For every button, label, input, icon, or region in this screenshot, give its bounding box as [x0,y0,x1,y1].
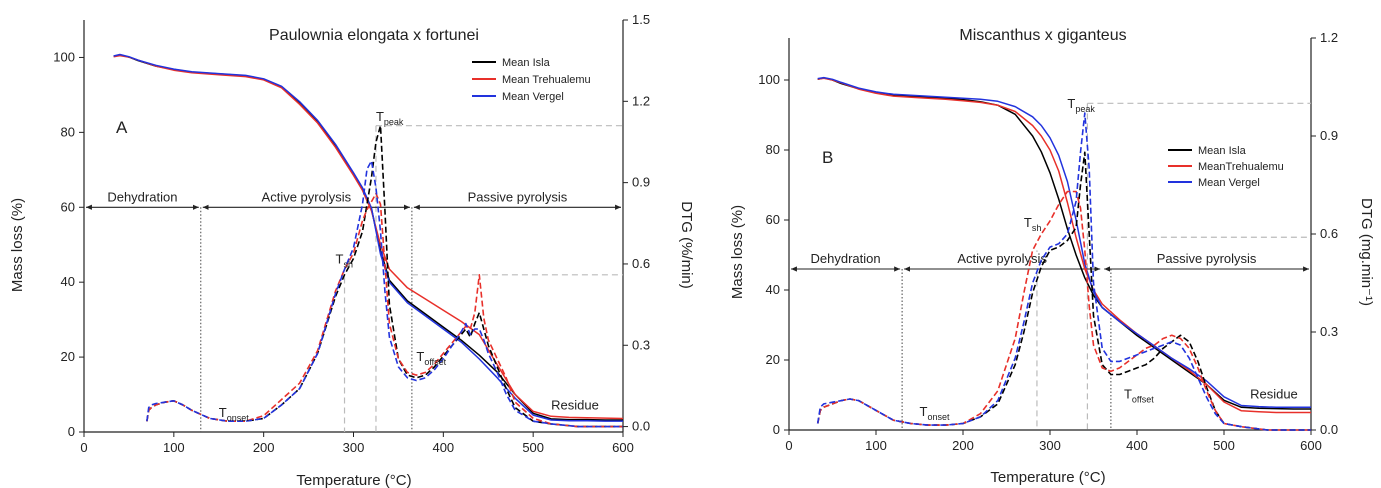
chart-a-y2-tick-label: 0.3 [632,337,650,352]
chart-b-y2-tick-label: 0.0 [1320,422,1338,437]
chart-a-legend-label: Mean Trehualemu [502,74,591,86]
chart-b-region-label-bg [800,252,891,266]
chart-b-annotation: Tsh [1024,215,1041,233]
chart-a-y-tick-label: 100 [53,49,75,64]
chart-a-series-dtg-4 [146,192,623,428]
chart-b-annotation: Tonset [920,404,950,422]
chart-b-y2-tick-label: 0.9 [1320,128,1338,143]
chart-a-series-dtg-5 [146,160,623,428]
chart-b-series-dtg-5 [816,112,1311,431]
chart-b-region-label: Active pyrolysis [957,251,1047,266]
chart-a-annotation: Tsh [336,251,353,269]
chart-b-legend-label: Mean Isla [1198,145,1247,157]
chart-b-panel-label: B [822,148,833,167]
chart-a-annotation: Toffset [416,349,446,367]
chart-b-y-tick-label: 40 [766,282,780,297]
chart-a-x-tick-label: 300 [343,440,365,455]
chart-b-y-tick-label: 0 [773,422,780,437]
chart-a-annotation: Tonset [219,405,249,423]
chart-a-legend-label: Mean Isla [502,57,551,69]
chart-a-x-tick-label: 500 [522,440,544,455]
chart-a-region-label: Passive pyrolysis [468,189,568,204]
chart-b-series-mass-1 [817,77,1311,414]
chart-a-x-tick-label: 100 [163,440,185,455]
chart-a-region-label-bg [451,190,584,205]
chart-a-x-tick-label: 600 [612,440,634,455]
chart-a-region-label-bg [243,190,369,205]
chart-b-y-tick-label: 80 [766,142,780,157]
chart-b-series-mass-2 [817,76,1311,409]
chart-a-xlabel: Temperature (°C) [296,472,411,488]
chart-b-y2-tick-label: 1.2 [1320,30,1338,45]
chart-a-region-label: Dehydration [107,189,177,204]
chart-b-y-tick-label: 20 [766,352,780,367]
chart-a-x-tick-label: 200 [253,440,275,455]
chart-a-ylabel: Mass loss (%) [9,198,26,292]
chart-a-plot: 0 100 200 300 400 500 600 0 20 40 60 80 100 0.0 0.3 0.6… [53,12,650,455]
chart-b-x-tick-label: 200 [952,438,974,453]
chart-b-x-tick-label: 300 [1039,438,1061,453]
chart-b-x-tick-label: 0 [785,438,792,453]
chart-b-plot: 0 100 200 300 400 500 600 0 20 40 60 80 100 0.0 0.3 0.6… [758,30,1338,453]
chart-b-x-tick-label: 400 [1126,438,1148,453]
chart-b-region-label-bg [939,252,1065,266]
chart-b-annotation: Toffset [1124,387,1154,405]
chart-a-series-mass-1 [113,54,624,420]
chart-a-y-tick-label: 40 [61,274,75,289]
chart-a-y-tick-label: 20 [61,349,75,364]
chart-b-x-tick-label: 500 [1213,438,1235,453]
chart-a-series-dtg-3 [146,124,623,428]
chart-b-region-label-bg [1140,252,1273,266]
chart-b-legend-label: MeanTrehualemu [1198,161,1284,173]
chart-a-y-tick-label: 0 [68,424,75,439]
chart-a-annotation: Residue [551,398,599,413]
chart-a-y2label: DTG (%/min) [678,201,695,289]
chart-b-ylabel: Mass loss (%) [729,205,746,299]
chart-b-y2label: DTG (mg.min⁻¹) [1358,198,1375,306]
chart-b-title: Miscanthus x giganteus [959,27,1126,44]
chart-b-y2-tick-label: 0.3 [1320,324,1338,339]
chart-b-x-tick-label: 600 [1300,438,1322,453]
chart-b-x-tick-label: 100 [865,438,887,453]
chart-a-series-mass-0 [113,54,623,421]
chart-b-series-dtg-4 [816,190,1311,431]
chart-a-annotation: Tpeak [376,109,404,127]
chart-b-legend-label: Mean Vergel [1198,177,1260,189]
chart-a-panel-label: A [116,118,128,137]
chart-b-xlabel: Temperature (°C) [990,469,1105,486]
chart-a-x-tick-label: 400 [432,440,454,455]
chart-a-y2-tick-label: 0.9 [632,175,650,190]
chart-b-region-label: Passive pyrolysis [1157,251,1257,266]
chart-a-y-tick-label: 60 [61,199,75,214]
chart-b-y2-tick-label: 0.6 [1320,226,1338,241]
chart-a-y-tick-label: 80 [61,124,75,139]
chart-a-y2-tick-label: 0.0 [632,419,650,434]
chart-b-y-tick-label: 60 [766,212,780,227]
chart-b-annotation: Residue [1250,387,1298,402]
chart-a-region-label: Active pyrolysis [262,189,352,204]
chart-a-y2-tick-label: 1.2 [632,93,650,108]
chart-a-x-tick-label: 0 [80,440,87,455]
chart-a-title: Paulownia elongata x fortunei [269,27,479,44]
chart-b-annotation: Tpeak [1067,96,1095,114]
chart-a-y2-tick-label: 0.6 [632,256,650,271]
chart-a-legend-label: Mean Vergel [502,91,564,103]
chart-b-y-tick-label: 100 [758,72,780,87]
chart-a-y2-tick-label: 1.5 [632,12,650,27]
chart-a-series-mass-2 [113,53,623,422]
chart-b-region-label: Dehydration [810,251,880,266]
chart-a-region-label-bg [97,190,187,205]
